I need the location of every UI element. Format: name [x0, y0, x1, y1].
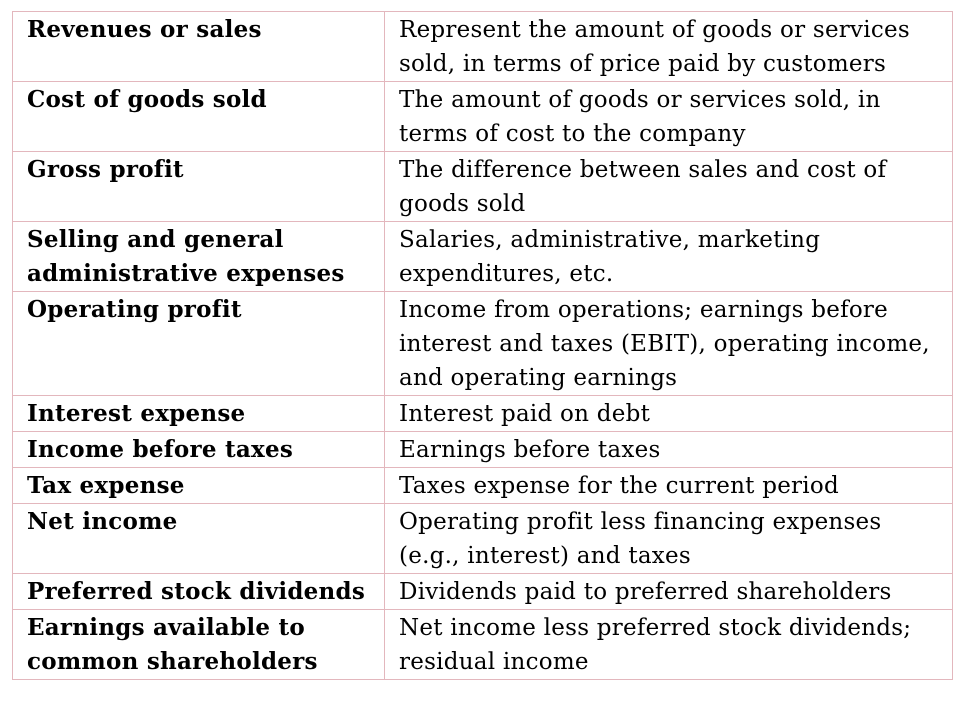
term-cell: Earnings available to common shareholder…	[12, 609, 385, 680]
table-row-revenues: Revenues or sales Represent the amount o…	[12, 11, 953, 82]
table-row-interest-expense: Interest expense Interest paid on debt	[12, 395, 953, 432]
definition-cell: Taxes expense for the current period	[384, 467, 953, 504]
definition-cell: Income from operations; earnings before …	[384, 291, 953, 396]
definition-cell: The amount of goods or services sold, in…	[384, 81, 953, 152]
definition-cell: Interest paid on debt	[384, 395, 953, 432]
table-row-operating-profit: Operating profit Income from operations;…	[12, 291, 953, 396]
definition-cell: Salaries, administrative, marketing expe…	[384, 221, 953, 292]
income-statement-terms-table: Revenues or sales Represent the amount o…	[12, 11, 953, 680]
term-cell: Interest expense	[12, 395, 385, 432]
term-cell: Gross profit	[12, 151, 385, 222]
term-cell: Preferred stock dividends	[12, 573, 385, 610]
table-row-cogs: Cost of goods sold The amount of goods o…	[12, 81, 953, 152]
table-row-gross-profit: Gross profit The difference between sale…	[12, 151, 953, 222]
term-cell: Revenues or sales	[12, 11, 385, 82]
table-row-earnings-available: Earnings available to common shareholder…	[12, 609, 953, 680]
table-row-sga: Selling and general administrative expen…	[12, 221, 953, 292]
term-cell: Income before taxes	[12, 431, 385, 468]
term-cell: Selling and general administrative expen…	[12, 221, 385, 292]
table-row-preferred-dividends: Preferred stock dividends Dividends paid…	[12, 573, 953, 610]
table-row-tax-expense: Tax expense Taxes expense for the curren…	[12, 467, 953, 504]
table-row-net-income: Net income Operating profit less financi…	[12, 503, 953, 574]
term-cell: Cost of goods sold	[12, 81, 385, 152]
definition-cell: Operating profit less financing expenses…	[384, 503, 953, 574]
term-cell: Tax expense	[12, 467, 385, 504]
term-cell: Operating profit	[12, 291, 385, 396]
definition-cell: Dividends paid to preferred shareholders	[384, 573, 953, 610]
table-body: Revenues or sales Represent the amount o…	[12, 11, 953, 680]
definition-cell: Net income less preferred stock dividend…	[384, 609, 953, 680]
definition-cell: Represent the amount of goods or service…	[384, 11, 953, 82]
term-cell: Net income	[12, 503, 385, 574]
definition-cell: The difference between sales and cost of…	[384, 151, 953, 222]
table-row-income-before-taxes: Income before taxes Earnings before taxe…	[12, 431, 953, 468]
definition-cell: Earnings before taxes	[384, 431, 953, 468]
